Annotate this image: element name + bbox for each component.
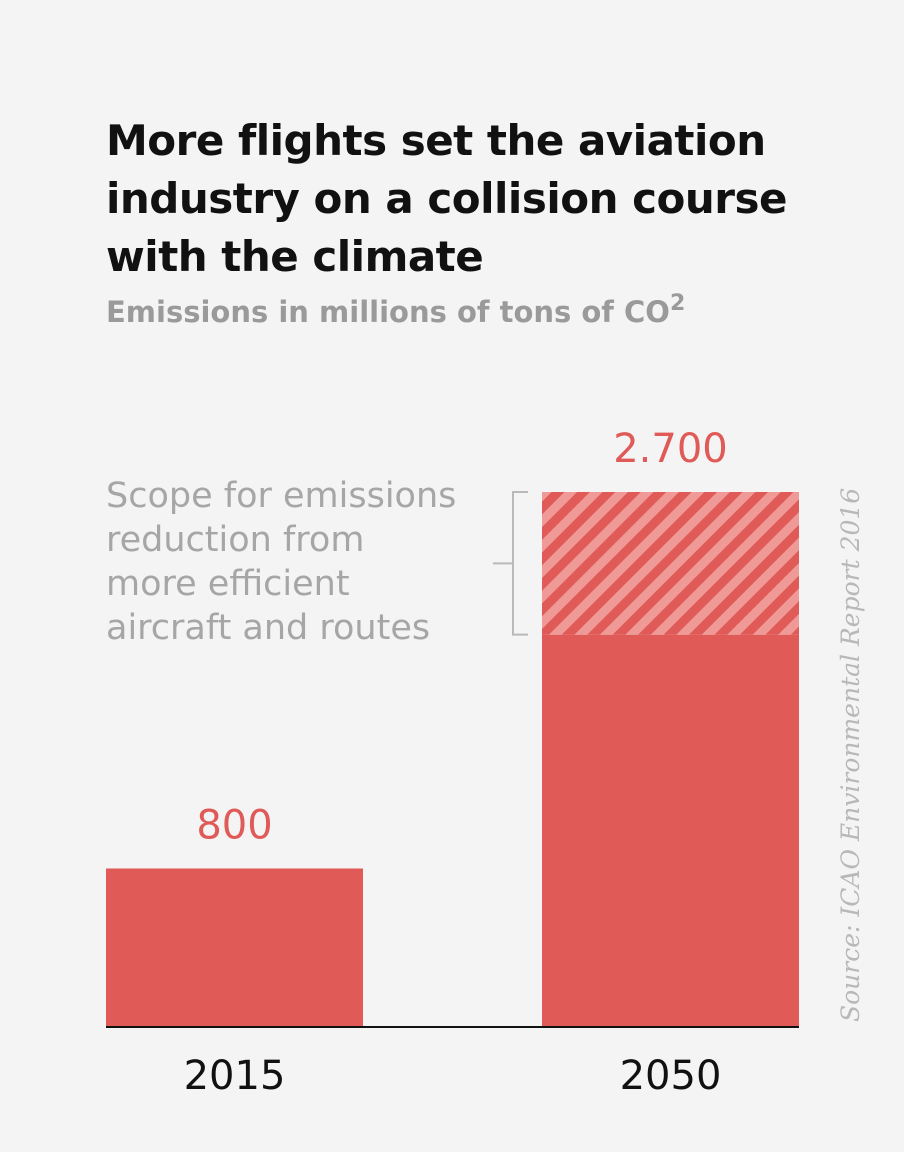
bar-2050 <box>542 634 799 1027</box>
category-label-2015: 2015 <box>184 1053 286 1099</box>
category-label-2050: 2050 <box>620 1053 722 1099</box>
annotation-line: more efficient <box>106 564 350 604</box>
annotation-line: reduction from <box>106 520 365 560</box>
subtitle-text: Emissions in millions of tons of CO <box>106 295 670 329</box>
annotation-line: Scope for emissions <box>106 476 457 516</box>
annotation-bracket <box>493 491 528 636</box>
source-note: Source: ICAO Environmental Report 2016 <box>836 487 865 1022</box>
annotation-line: aircraft and routes <box>106 608 431 648</box>
labels-group: 800 2015 2.700 2050 <box>184 426 728 1099</box>
bar-2015 <box>106 868 363 1027</box>
value-label-2015: 800 <box>196 802 272 848</box>
chart-subtitle: Emissions in millions of tons of CO2 <box>106 284 685 332</box>
reduction-annotation: Scope for emissions reduction from more … <box>106 474 456 650</box>
bar-2050-reduction-scope <box>542 492 799 635</box>
chart-title: More flights set the aviation industry o… <box>106 116 787 281</box>
bars-group <box>106 491 799 1028</box>
value-label-2050: 2.700 <box>613 426 728 472</box>
subtitle-superscript: 2 <box>669 291 686 316</box>
